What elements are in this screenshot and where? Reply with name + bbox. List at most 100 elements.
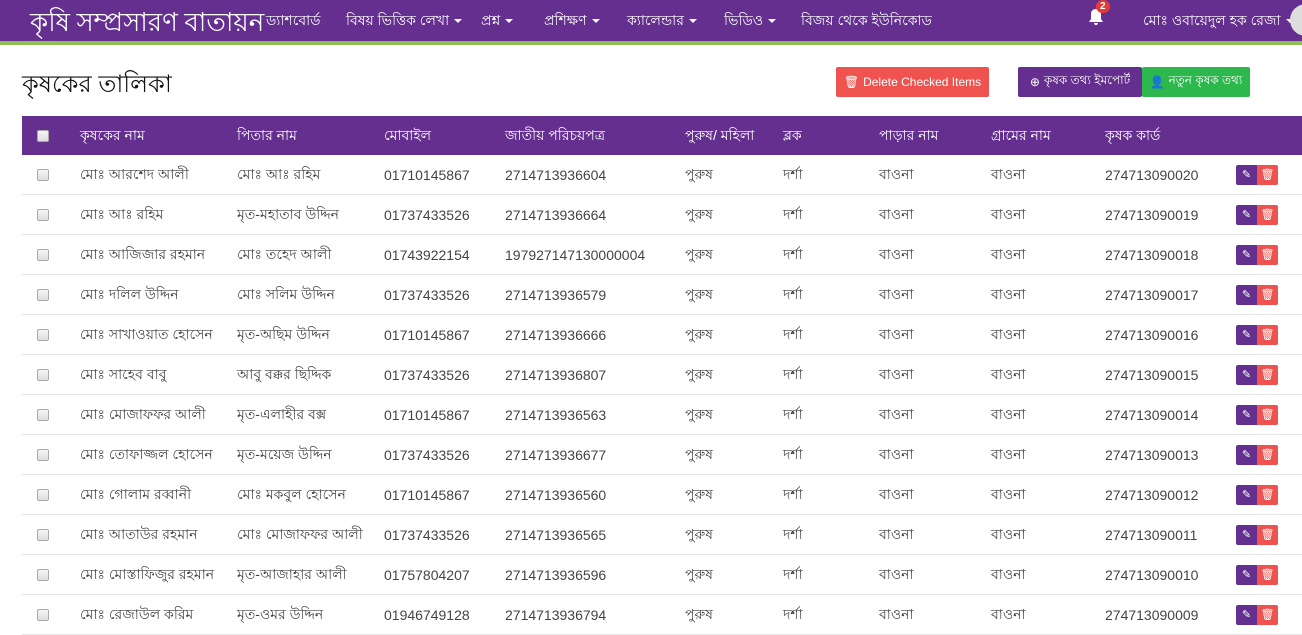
- bell-icon[interactable]: [1088, 8, 1104, 26]
- table-cell: মৃত-এলাহীর বক্স: [237, 405, 327, 422]
- edit-icon[interactable]: ✎: [1236, 444, 1257, 465]
- nav-item[interactable]: বিজয় থেকে ইউনিকোড: [801, 9, 932, 33]
- table-cell: মোঃ সাখাওয়াত হোসেন: [80, 325, 213, 342]
- row-checkbox[interactable]: [37, 368, 49, 381]
- select-all-checkbox[interactable]: [37, 129, 49, 142]
- row-actions: ✎ 🗑: [1236, 364, 1278, 385]
- row-checkbox[interactable]: [37, 408, 49, 421]
- trash-icon[interactable]: 🗑: [1257, 244, 1278, 265]
- row-checkbox[interactable]: [37, 328, 49, 341]
- table-cell: দর্শা: [783, 605, 803, 622]
- table-cell: পুরুষ: [685, 365, 713, 382]
- table-cell: 01710145867: [384, 166, 470, 183]
- nav-item[interactable]: বিষয় ভিত্তিক লেখা: [346, 9, 463, 33]
- table-cell: মৃত-অছিম উদ্দিন: [237, 325, 330, 342]
- edit-icon[interactable]: ✎: [1236, 564, 1257, 585]
- table-cell: বাওনা: [991, 485, 1026, 502]
- delete-checked-button[interactable]: 🗑 Delete Checked Items: [836, 67, 989, 97]
- row-actions: ✎ 🗑: [1236, 404, 1278, 425]
- import-button[interactable]: ⊕ কৃষক তথ্য ইমপোর্ট: [1018, 67, 1142, 97]
- row-checkbox[interactable]: [37, 208, 49, 221]
- table-cell: 2714713936664: [505, 206, 607, 223]
- avatar[interactable]: [1290, 4, 1302, 36]
- table-cell: 01743922154: [384, 246, 470, 263]
- nav-item[interactable]: প্রশিক্ষণ: [544, 9, 600, 33]
- edit-icon[interactable]: ✎: [1236, 524, 1257, 545]
- table-cell: 274713090017: [1105, 286, 1199, 303]
- edit-icon[interactable]: ✎: [1236, 604, 1257, 625]
- table-cell: মোঃ আতাউর রহমান: [80, 525, 198, 542]
- trash-icon[interactable]: 🗑: [1257, 604, 1278, 625]
- table-cell: বাওনা: [991, 445, 1026, 462]
- table-cell: বাওনা: [991, 205, 1026, 222]
- table-cell: 274713090019: [1105, 206, 1199, 223]
- table-cell: 2714713936565: [505, 526, 607, 543]
- nav-item[interactable]: ভিডিও: [724, 9, 777, 33]
- trash-icon[interactable]: 🗑: [1257, 564, 1278, 585]
- trash-icon[interactable]: 🗑: [1257, 364, 1278, 385]
- table-cell: পুরুষ: [685, 525, 713, 542]
- nav-item[interactable]: প্রশ্ন: [481, 9, 514, 33]
- table-cell: মোঃ সলিম উদ্দিন: [237, 285, 335, 302]
- plus-circle-icon: ⊕: [1029, 75, 1040, 89]
- table-cell: দর্শা: [783, 525, 803, 542]
- column-header: ব্লক: [783, 126, 802, 143]
- row-checkbox[interactable]: [37, 248, 49, 261]
- table-cell: 2714713936666: [505, 326, 607, 343]
- table-row: মোঃ আজিজার রহমান মোঃ তহেদ আলী 01743922154 1…: [22, 235, 1302, 275]
- trash-icon[interactable]: 🗑: [1257, 324, 1278, 345]
- edit-icon[interactable]: ✎: [1236, 284, 1257, 305]
- nav-item-label: ড্যাশবোর্ড: [266, 12, 321, 28]
- row-checkbox[interactable]: [37, 448, 49, 461]
- table-cell: মোঃ মোজাফফর আলী: [80, 405, 206, 422]
- trash-icon[interactable]: 🗑: [1257, 484, 1278, 505]
- table-cell: বাওনা: [991, 565, 1026, 582]
- brand-logo[interactable]: কৃষি সম্প্রসারণ বাতায়ন: [30, 8, 265, 37]
- row-actions: ✎ 🗑: [1236, 604, 1278, 625]
- row-checkbox[interactable]: [37, 288, 49, 301]
- column-header: গ্রামের নাম: [991, 126, 1051, 143]
- caret-down-icon: [591, 19, 600, 24]
- trash-icon[interactable]: 🗑: [1257, 404, 1278, 425]
- table-cell: 274713090011: [1105, 526, 1198, 543]
- table-cell: মৃত-আজাহার আলী: [237, 565, 347, 582]
- row-checkbox[interactable]: [37, 608, 49, 621]
- row-checkbox[interactable]: [37, 528, 49, 541]
- trash-icon[interactable]: 🗑: [1257, 204, 1278, 225]
- edit-icon[interactable]: ✎: [1236, 164, 1257, 185]
- top-navbar: কৃষি সম্প্রসারণ বাতায়ন ড্যাশবোর্ড বিষয় …: [0, 0, 1302, 45]
- trash-icon[interactable]: 🗑: [1257, 284, 1278, 305]
- new-label: নতুন কৃষক তথ্য: [1168, 73, 1243, 87]
- table-cell: মোঃ তহেদ আলী: [237, 245, 332, 262]
- trash-icon[interactable]: 🗑: [1257, 524, 1278, 545]
- row-checkbox[interactable]: [37, 168, 49, 181]
- table-cell: 274713090013: [1105, 446, 1199, 463]
- row-checkbox[interactable]: [37, 568, 49, 581]
- user-menu[interactable]: মোঃ ওবায়েদুল হক রেজা: [1143, 9, 1294, 33]
- trash-icon[interactable]: 🗑: [1257, 444, 1278, 465]
- table-cell: আবু বক্কর ছিদ্দিক: [237, 365, 332, 382]
- nav-item[interactable]: ড্যাশবোর্ড: [266, 9, 321, 33]
- nav-item[interactable]: ক্যালেন্ডার: [627, 9, 697, 33]
- edit-icon[interactable]: ✎: [1236, 364, 1257, 385]
- edit-icon[interactable]: ✎: [1236, 404, 1257, 425]
- trash-icon[interactable]: 🗑: [1257, 164, 1278, 185]
- caret-down-icon: [454, 19, 463, 24]
- edit-icon[interactable]: ✎: [1236, 324, 1257, 345]
- edit-icon[interactable]: ✎: [1236, 204, 1257, 225]
- row-checkbox[interactable]: [37, 488, 49, 501]
- table-cell: বাওনা: [879, 485, 914, 502]
- column-header: জাতীয় পরিচয়পত্র: [505, 126, 606, 143]
- new-farmer-button[interactable]: 👤 নতুন কৃষক তথ্য: [1142, 67, 1250, 97]
- user-plus-icon: 👤: [1149, 75, 1165, 89]
- table-cell: 01710145867: [384, 406, 470, 423]
- table-cell: বাওনা: [991, 165, 1026, 182]
- table-cell: 2714713936807: [505, 366, 607, 383]
- edit-icon[interactable]: ✎: [1236, 484, 1257, 505]
- table-cell: বাওনা: [991, 405, 1026, 422]
- farmer-table: কৃষকের নাম পিতার নাম মোবাইল জাতীয় পরিচয়পত…: [22, 116, 1302, 635]
- table-cell: 2714713936596: [505, 566, 607, 583]
- table-row: মোঃ সাখাওয়াত হোসেন মৃত-অছিম উদ্দিন 017101…: [22, 315, 1302, 355]
- edit-icon[interactable]: ✎: [1236, 244, 1257, 265]
- table-cell: পুরুষ: [685, 485, 713, 502]
